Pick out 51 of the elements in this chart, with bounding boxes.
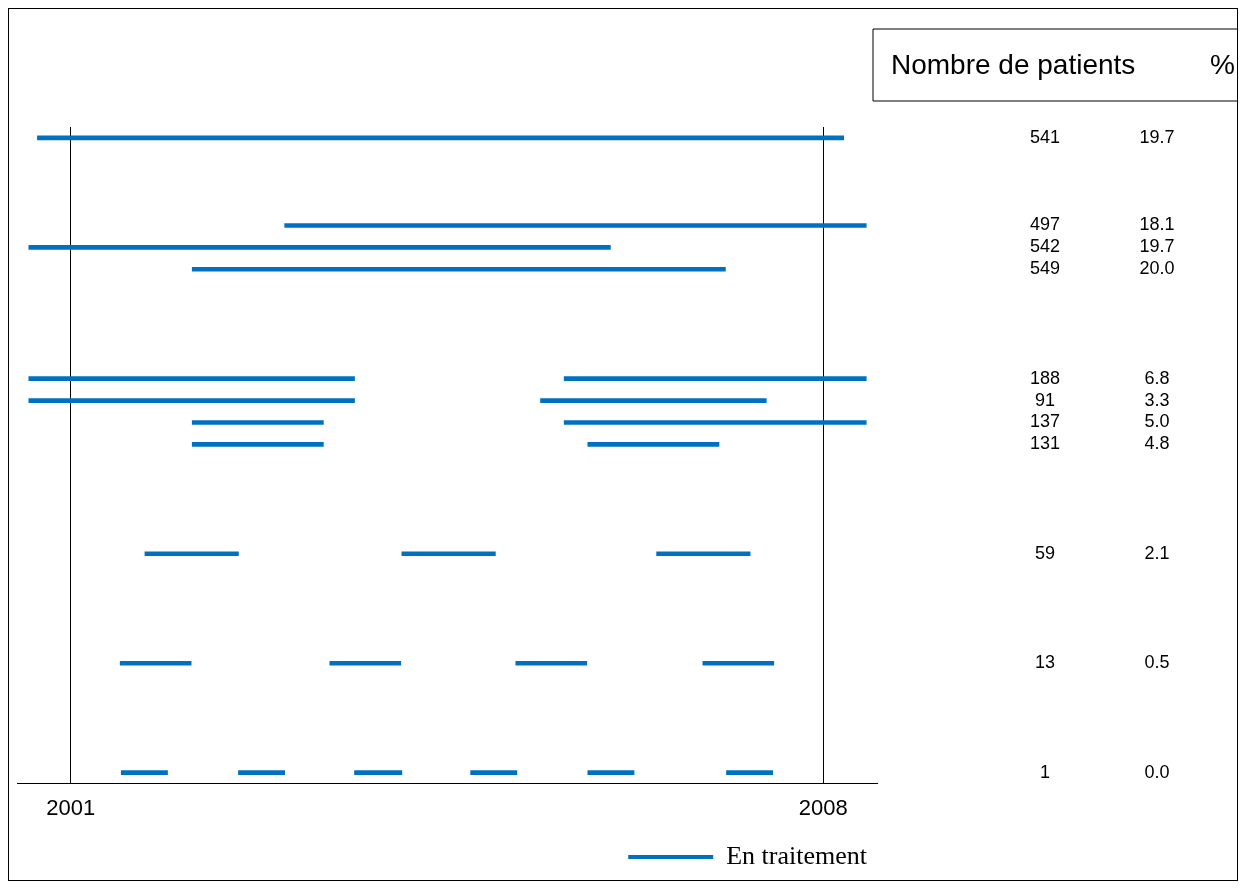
text: 188: [1029, 367, 1061, 388]
bar: [329, 660, 402, 666]
bar: [702, 660, 775, 666]
text: 3.3: [1144, 389, 1170, 410]
legend-label: En traitement: [726, 840, 868, 870]
text: 19.7: [1139, 236, 1175, 257]
bar: [656, 551, 751, 557]
text: 1: [1039, 761, 1051, 782]
text: 131: [1029, 433, 1061, 454]
bar: [587, 770, 635, 775]
text: 541: [1029, 126, 1061, 147]
bar: [28, 398, 355, 403]
bar: [191, 442, 324, 447]
text: 549: [1029, 258, 1061, 279]
text: 13: [1034, 652, 1056, 673]
bar: [401, 551, 496, 557]
text: 18.1: [1139, 214, 1175, 235]
bar: [238, 770, 286, 775]
bar: [28, 245, 611, 250]
bar: [563, 376, 867, 382]
text: Nombre de patients: [891, 48, 1136, 80]
bar: [515, 660, 588, 666]
bar: [28, 376, 355, 382]
text: 0.0: [1144, 761, 1170, 782]
bar: [563, 420, 867, 425]
bar: [191, 420, 324, 425]
text: 137: [1029, 411, 1061, 432]
text: 0.5: [1144, 652, 1170, 673]
bar: [587, 442, 720, 447]
text: 6.8: [1144, 367, 1170, 388]
x-tick-label: 2008: [798, 794, 848, 820]
bar: [726, 770, 774, 775]
text: 5.0: [1144, 411, 1170, 432]
text: 59: [1034, 542, 1056, 563]
bar: [354, 770, 403, 775]
text: 91: [1034, 389, 1056, 410]
bar: [120, 770, 168, 775]
bar: [191, 266, 726, 272]
bar: [540, 398, 767, 403]
bar: [284, 223, 867, 228]
text: 2.1: [1144, 542, 1170, 563]
bar: [144, 551, 239, 557]
text: %: [1210, 48, 1235, 80]
text: 4.8: [1144, 433, 1170, 454]
text: 19.7: [1139, 126, 1175, 147]
bar: [119, 660, 192, 666]
bar: [470, 770, 518, 775]
text: 497: [1029, 214, 1061, 235]
text: 20.0: [1139, 258, 1175, 279]
x-tick-label: 2001: [46, 794, 96, 820]
text: 542: [1029, 236, 1061, 257]
